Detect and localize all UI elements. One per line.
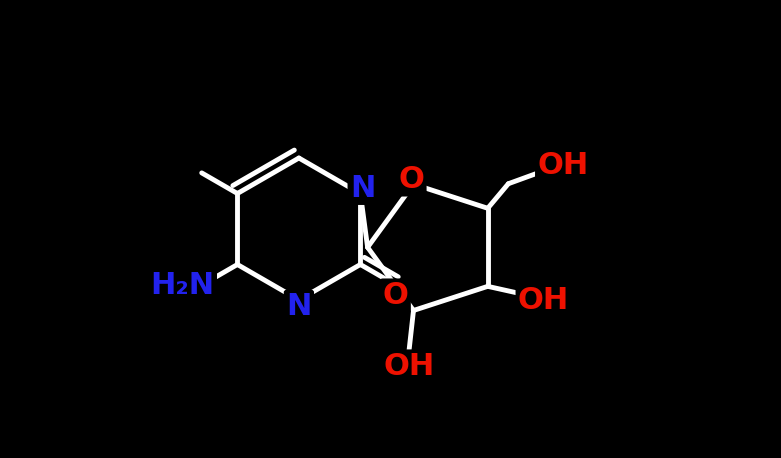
Text: O: O (383, 281, 408, 310)
Text: N: N (286, 292, 312, 322)
Text: OH: OH (537, 151, 589, 180)
Text: OH: OH (383, 352, 434, 381)
Text: OH: OH (518, 286, 569, 315)
Text: H₂N: H₂N (151, 271, 215, 300)
Text: O: O (398, 165, 424, 194)
Text: N: N (350, 174, 376, 202)
